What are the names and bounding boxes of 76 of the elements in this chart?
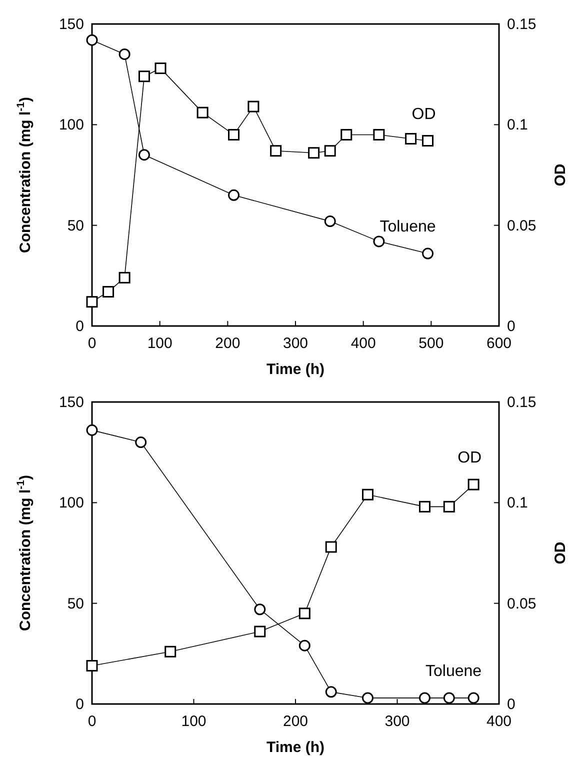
x-axis-title: Time (h) — [266, 361, 325, 378]
y-tick-label: 100 — [58, 494, 84, 512]
series-label: OD — [458, 450, 482, 467]
point — [418, 692, 430, 704]
point — [298, 640, 310, 652]
point — [118, 272, 130, 284]
point — [248, 100, 260, 112]
point — [228, 189, 240, 201]
x-tick-label: 100 — [181, 713, 206, 730]
y2-tick-label: 0.05 — [507, 595, 536, 612]
point — [468, 692, 480, 704]
x-tick-label: 600 — [486, 335, 512, 352]
x-tick-label: 200 — [215, 335, 240, 352]
point — [298, 608, 310, 620]
y-tick-label: 50 — [67, 595, 84, 612]
y2-axis-title: OD — [552, 164, 569, 186]
point — [373, 128, 385, 140]
x-tick-label: 400 — [486, 713, 512, 730]
y2-tick-label: 0.05 — [507, 217, 536, 234]
y2-tick-label: 0.1 — [507, 494, 528, 512]
x-tick-label: 500 — [418, 335, 444, 352]
point — [308, 147, 320, 159]
point — [418, 500, 430, 512]
point — [443, 500, 455, 512]
point — [196, 106, 208, 118]
point — [324, 145, 336, 157]
series-label: Toluene — [380, 218, 436, 236]
series-label: Toluene — [426, 662, 482, 680]
y2-axis-title: OD — [552, 542, 569, 564]
x-tick-label: 100 — [147, 335, 172, 352]
point — [118, 48, 130, 60]
point — [254, 626, 266, 638]
point — [86, 34, 98, 46]
point — [135, 436, 147, 448]
y-tick-label: 50 — [67, 217, 84, 234]
point — [468, 478, 480, 490]
y-tick-label: 150 — [58, 16, 84, 33]
point — [270, 145, 282, 157]
point — [102, 286, 114, 298]
y2-tick-label: 0 — [507, 318, 516, 335]
y-tick-label: 100 — [58, 116, 84, 134]
point — [405, 133, 417, 145]
series-label: OD — [412, 106, 436, 123]
point — [86, 660, 98, 672]
y-tick-label: 0 — [76, 318, 84, 335]
y2-tick-label: 0.1 — [507, 116, 528, 134]
x-tick-label: 0 — [88, 713, 96, 730]
point — [154, 62, 166, 74]
x-axis-title: Time (h) — [266, 739, 325, 756]
point — [164, 646, 176, 658]
y2-tick-label: 0 — [507, 696, 516, 713]
point — [422, 135, 434, 147]
point — [86, 296, 98, 308]
point — [443, 692, 455, 704]
point — [138, 149, 150, 161]
point — [254, 604, 266, 616]
x-tick-label: 300 — [282, 335, 308, 352]
x-tick-label: 0 — [88, 335, 96, 352]
point — [362, 488, 374, 500]
point — [138, 70, 150, 82]
point — [373, 236, 385, 248]
y2-tick-label: 0.15 — [507, 394, 536, 411]
x-tick-label: 400 — [350, 335, 376, 352]
x-tick-label: 200 — [282, 713, 308, 730]
point — [324, 216, 336, 228]
point — [228, 128, 240, 140]
x-tick-label: 300 — [384, 713, 410, 730]
y-tick-label: 0 — [76, 696, 84, 713]
point — [340, 128, 352, 140]
point — [422, 248, 434, 260]
y2-tick-label: 0.15 — [507, 16, 536, 33]
point — [362, 692, 374, 704]
point — [325, 541, 337, 553]
point — [86, 424, 98, 436]
y-tick-label: 150 — [58, 394, 84, 411]
point — [325, 686, 337, 698]
